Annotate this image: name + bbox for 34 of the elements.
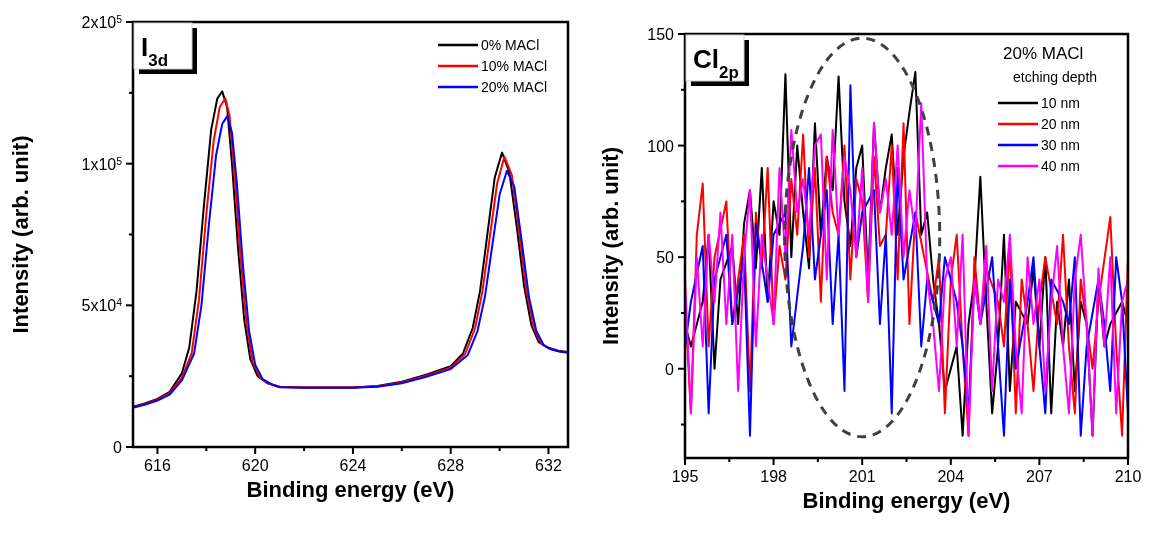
x-tick-label: 210 [1114, 468, 1142, 485]
x-axis-title: Binding energy (eV) [802, 488, 1011, 513]
y-axis-title: Intensity (arb. unit) [598, 147, 623, 345]
x-tick-label: 195 [671, 468, 699, 485]
legend-label: 10 nm [1041, 95, 1080, 111]
legend-label: 20% MACl [481, 79, 548, 95]
x-tick-label: 616 [144, 457, 171, 474]
y-tick-label: 5x10$^{4}$ [81, 296, 123, 315]
text: 20% MACl [1003, 44, 1084, 63]
text: I$_{3d}$ [141, 32, 168, 70]
x-tick-label: 620 [241, 457, 269, 474]
legend-label: 20 nm [1041, 116, 1080, 132]
y-tick-label: 0 [113, 439, 123, 456]
text: Cl$_{2p}$ [693, 44, 739, 82]
x-tick-label: 624 [339, 457, 367, 474]
x-tick-label: 207 [1026, 468, 1053, 485]
x-axis-title: Binding energy (eV) [246, 477, 455, 502]
legend-title: etching depth [1013, 69, 1098, 85]
y-tick-label: 2x10$^{5}$ [81, 13, 123, 31]
x-tick-label: 198 [760, 468, 788, 485]
y-tick-label: 150 [647, 26, 675, 43]
y-tick-label: 50 [656, 249, 675, 267]
y-tick-label: 0 [665, 360, 675, 378]
y-tick-label: 100 [647, 137, 675, 155]
legend-label: 10% MACl [481, 58, 548, 74]
x-tick-label: 632 [535, 457, 562, 474]
y-tick-label: 1x10$^{5}$ [81, 155, 123, 173]
x-tick-label: 204 [937, 468, 965, 485]
legend-label: 40 nm [1041, 158, 1080, 174]
x-tick-label: 628 [437, 457, 465, 474]
legend-label: 30 nm [1041, 137, 1080, 153]
y-axis-title: Intensity (arb. unit) [8, 135, 33, 334]
legend-label: 0% MACl [481, 37, 540, 53]
x-tick-label: 201 [848, 468, 876, 485]
